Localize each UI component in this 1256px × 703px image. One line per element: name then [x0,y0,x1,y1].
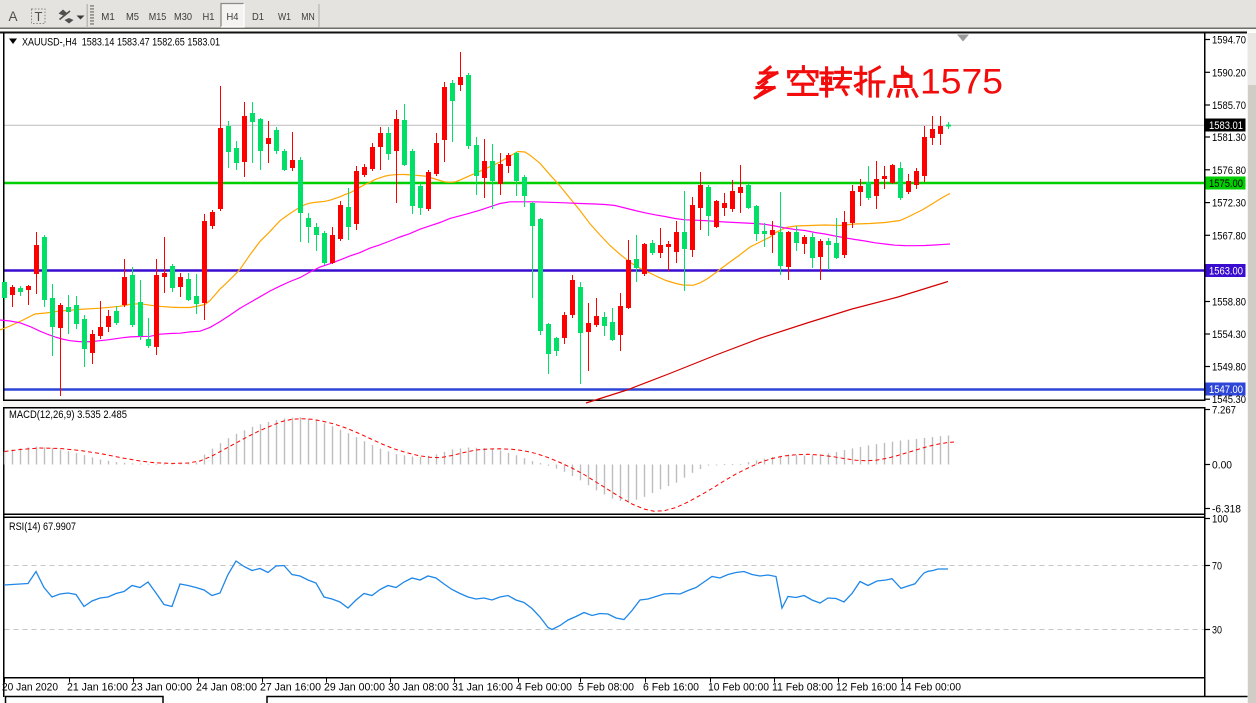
svg-text:10 Feb 00:00: 10 Feb 00:00 [708,682,769,694]
svg-text:11 Feb 08:00: 11 Feb 08:00 [772,682,833,694]
svg-text:RSI(14) 67.9907: RSI(14) 67.9907 [9,521,76,533]
svg-text:30 Jan 08:00: 30 Jan 08:00 [388,682,449,694]
svg-text:1581.30: 1581.30 [1212,132,1246,144]
svg-text:1576.80: 1576.80 [1212,165,1246,177]
svg-text:1549.80: 1549.80 [1212,362,1246,374]
svg-text:1590.20: 1590.20 [1212,67,1246,79]
svg-text:D1: D1 [252,11,264,23]
svg-text:M30: M30 [174,11,192,23]
svg-text:70: 70 [1212,561,1222,573]
svg-text:1567.80: 1567.80 [1212,230,1246,242]
svg-text:XAUUSD-,H4 1583.14 1583.47 15: XAUUSD-,H4 1583.14 1583.47 1582.65 1583.… [22,37,220,49]
svg-text:MN: MN [301,11,315,23]
svg-text:0.00: 0.00 [1212,460,1232,472]
svg-text:1547.00: 1547.00 [1209,384,1243,396]
svg-text:29 Jan 00:00: 29 Jan 00:00 [324,682,385,694]
svg-text:H4: H4 [227,11,239,23]
svg-text:H1: H1 [203,11,215,23]
svg-text:1585.70: 1585.70 [1212,100,1246,112]
svg-text:-6.318: -6.318 [1212,504,1241,516]
svg-text:1545.30: 1545.30 [1212,394,1246,406]
svg-text:MACD(12,26,9) 3.535 2.485: MACD(12,26,9) 3.535 2.485 [9,409,127,421]
svg-text:1594.70: 1594.70 [1212,35,1246,47]
svg-text:31 Jan 16:00: 31 Jan 16:00 [452,682,513,694]
svg-text:100: 100 [1212,514,1228,526]
svg-text:1575.00: 1575.00 [1209,178,1243,190]
svg-text:M1: M1 [101,11,115,23]
svg-text:14 Feb 00:00: 14 Feb 00:00 [900,682,961,694]
svg-text:21 Jan 16:00: 21 Jan 16:00 [67,682,128,694]
svg-text:M15: M15 [149,11,167,23]
svg-text:27 Jan 16:00: 27 Jan 16:00 [260,682,321,694]
svg-text:A: A [8,9,17,24]
svg-text:4 Feb 00:00: 4 Feb 00:00 [516,682,572,694]
svg-text:20 Jan 2020: 20 Jan 2020 [2,682,58,694]
svg-text:1583.01: 1583.01 [1209,120,1243,132]
svg-text:7.267: 7.267 [1212,405,1236,417]
svg-text:1558.80: 1558.80 [1212,297,1246,309]
svg-text:T: T [35,9,43,24]
svg-text:1572.30: 1572.30 [1212,198,1246,210]
svg-text:1554.30: 1554.30 [1212,329,1246,341]
svg-text:1563.00: 1563.00 [1209,266,1243,278]
svg-text:1575: 1575 [920,63,1003,102]
svg-text:24 Jan 08:00: 24 Jan 08:00 [196,682,257,694]
svg-text:W1: W1 [278,11,291,23]
svg-text:23 Jan 00:00: 23 Jan 00:00 [131,682,192,694]
svg-text:5 Feb 08:00: 5 Feb 08:00 [578,682,634,694]
svg-text:M5: M5 [126,11,139,23]
svg-text:12 Feb 16:00: 12 Feb 16:00 [836,682,897,694]
svg-text:6 Feb 16:00: 6 Feb 16:00 [643,682,699,694]
svg-text:30: 30 [1212,625,1222,637]
